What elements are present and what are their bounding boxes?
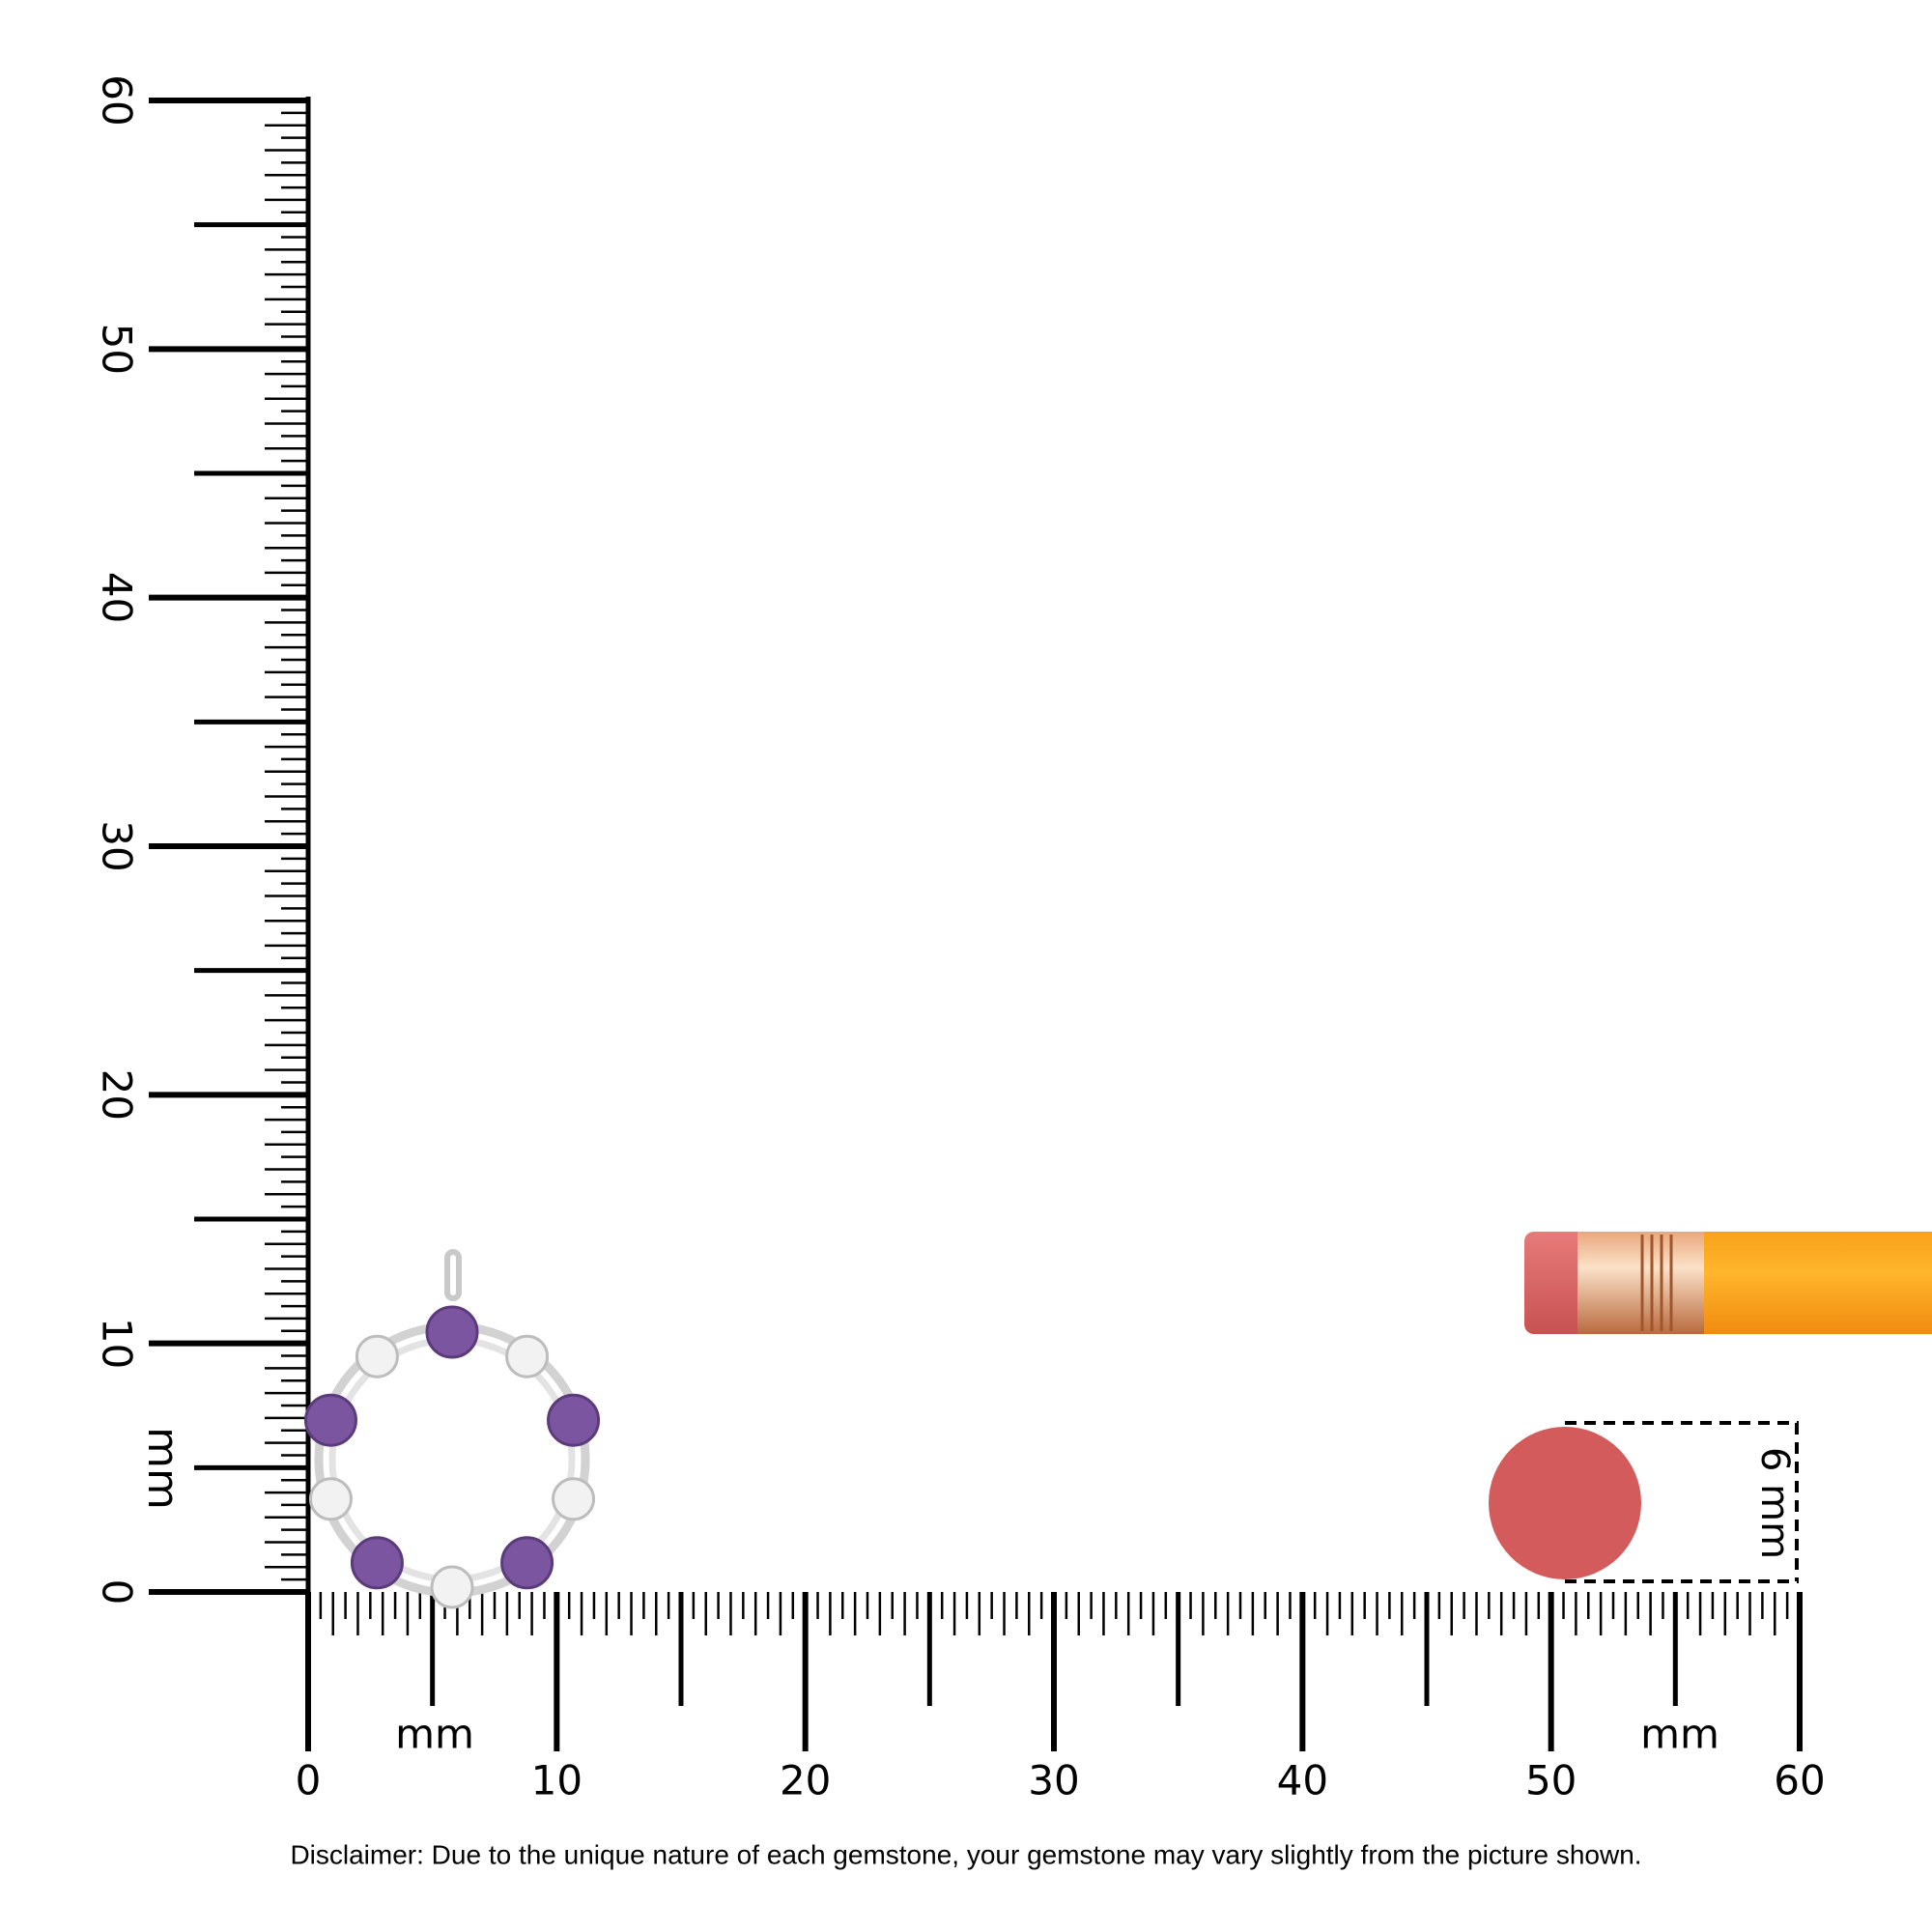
tick-label: 10 [531,1757,582,1804]
tick-label: 30 [94,820,141,871]
tick-label: 0 [296,1757,322,1804]
dimension-label: 6 mm [1752,1447,1797,1559]
tick-label: 10 [94,1318,141,1369]
rulers: 0 10 20 30 40 50 60 0 10 20 30 40 50 60 [94,74,1826,1804]
stone [547,1393,601,1447]
tick-label: 20 [94,1069,141,1121]
tick-label: 0 [94,1579,141,1605]
pencil [1524,1232,1932,1334]
stone [303,1393,357,1447]
stone [505,1334,550,1378]
stone [552,1477,596,1521]
stone [500,1536,554,1590]
eraser-size: 6 mm [1489,1421,1799,1583]
stone [430,1565,474,1609]
tick-label: 60 [1774,1757,1825,1804]
vertical-unit: mm [138,1427,187,1510]
stone [308,1477,353,1521]
tick-label: 60 [94,74,141,126]
stone [350,1536,404,1590]
tick-label: 50 [1525,1757,1577,1804]
tick-label: 40 [94,572,141,623]
pendant [303,1249,601,1609]
tick-label: 40 [1277,1757,1328,1804]
stone [355,1334,399,1378]
horizontal-unit: mm [395,1711,474,1758]
tick-label: 20 [780,1757,831,1804]
horizontal-unit: mm [1640,1711,1719,1758]
stone [425,1305,479,1359]
tick-label: 30 [1028,1757,1079,1804]
tick-label: 50 [94,324,141,375]
disclaimer: Disclaimer: Due to the unique nature of … [290,1839,1641,1869]
